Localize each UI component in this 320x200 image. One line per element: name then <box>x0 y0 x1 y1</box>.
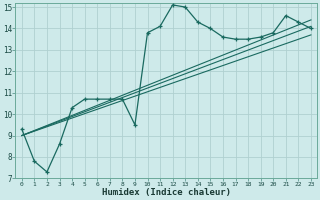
X-axis label: Humidex (Indice chaleur): Humidex (Indice chaleur) <box>102 188 231 197</box>
